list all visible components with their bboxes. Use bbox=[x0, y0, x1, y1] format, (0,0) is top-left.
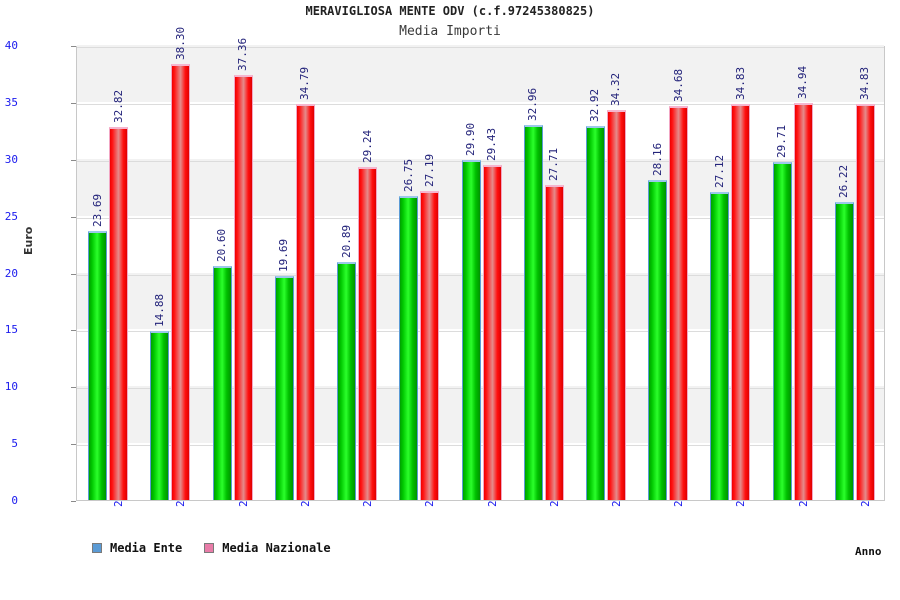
bar-media-nazionale-2022[interactable] bbox=[731, 103, 751, 500]
bar-media-ente-2013[interactable] bbox=[150, 330, 170, 500]
bar-media-ente-2015[interactable] bbox=[274, 276, 294, 500]
bar-media-nazionale-2017[interactable] bbox=[420, 190, 440, 500]
y-axis-tick-label: 15 bbox=[4, 323, 18, 337]
bar-value-label: 20.89 bbox=[339, 225, 353, 259]
bar-value-label: 14.88 bbox=[152, 293, 166, 327]
bar-value-label: 27.12 bbox=[712, 154, 726, 188]
bar-value-label: 34.83 bbox=[858, 66, 872, 100]
bar-value-label: 32.92 bbox=[588, 88, 602, 122]
plot-area: 23.69 32.82 14.88 38.30 20.60 37.36 19.69 34.79… bbox=[76, 27, 885, 501]
bar-value-label: 32.96 bbox=[526, 87, 540, 122]
legend-label-media-ente: Media Ente bbox=[110, 541, 183, 555]
bar-media-nazionale-2019[interactable] bbox=[544, 184, 564, 500]
bar-value-label: 29.90 bbox=[464, 122, 477, 156]
y-axis-tick-mark bbox=[71, 273, 76, 275]
y-axis-tick-label: 30 bbox=[4, 152, 18, 166]
gridline bbox=[77, 217, 884, 219]
chart-subtitle: Media Importi bbox=[399, 24, 501, 39]
bar-value-label: 37.36 bbox=[236, 37, 250, 72]
bar-value-label: 27.19 bbox=[422, 153, 436, 187]
bar-media-nazionale-2023[interactable] bbox=[793, 102, 813, 500]
legend-swatch-media-nazionale bbox=[204, 543, 215, 553]
bar-media-nazionale-2021[interactable] bbox=[669, 105, 689, 500]
y-axis-tick-label: 25 bbox=[4, 209, 18, 223]
bar-value-label: 38.30 bbox=[173, 27, 187, 61]
bar-value-label: 20.60 bbox=[215, 228, 229, 262]
bar-value-label: 32.82 bbox=[111, 89, 125, 123]
y-axis-tick-mark bbox=[71, 330, 76, 332]
background-band bbox=[77, 158, 884, 216]
bar-value-label: 29.43 bbox=[485, 128, 498, 162]
bar-value-label: 23.69 bbox=[90, 193, 104, 227]
y-axis-tick-label: 20 bbox=[4, 266, 18, 280]
bar-value-label: 34.32 bbox=[609, 72, 623, 106]
bar-value-label: 34.79 bbox=[298, 67, 312, 101]
bar-media-ente-2016[interactable] bbox=[337, 262, 357, 500]
y-axis-tick-mark bbox=[71, 46, 76, 47]
bar-value-label: 34.94 bbox=[796, 65, 810, 99]
y-axis-tick-label: 0 bbox=[11, 494, 18, 507]
bar-value-label: 29.71 bbox=[775, 124, 789, 159]
y-axis-tick-label: 40 bbox=[4, 39, 18, 52]
x-axis-label: Anno bbox=[855, 545, 882, 558]
legend-item-media-nazionale[interactable]: Media Nazionale bbox=[204, 541, 331, 555]
legend-swatch-media-ente bbox=[92, 543, 102, 553]
bar-media-ente-2022[interactable] bbox=[710, 191, 730, 500]
bar-media-ente-2017[interactable] bbox=[399, 195, 419, 500]
bar-media-nazionale-2018[interactable] bbox=[482, 165, 502, 500]
y-axis-tick-label: 35 bbox=[4, 95, 18, 109]
gridline bbox=[77, 274, 884, 276]
gridline bbox=[77, 47, 884, 48]
bar-media-nazionale-2013[interactable] bbox=[171, 64, 191, 500]
bar-value-label: 34.68 bbox=[671, 68, 685, 102]
y-axis-tick-mark bbox=[71, 444, 76, 446]
y-axis-tick-mark bbox=[71, 159, 76, 161]
legend-label-media-nazionale: Media Nazionale bbox=[222, 541, 331, 555]
bar-media-ente-2021[interactable] bbox=[648, 179, 668, 500]
bar-value-label: 26.75 bbox=[401, 158, 415, 192]
bar-media-nazionale-2015[interactable] bbox=[295, 104, 315, 500]
bar-media-ente-2023[interactable] bbox=[772, 162, 792, 500]
chart-title: MERAVIGLIOSA MENTE ODV (c.f.97245380825) bbox=[305, 4, 595, 18]
y-axis-tick-mark bbox=[71, 501, 76, 502]
legend-item-media-ente[interactable]: Media Ente bbox=[92, 541, 182, 555]
background-band bbox=[77, 45, 884, 102]
y-axis-tick-label: 5 bbox=[11, 437, 18, 451]
bar-media-nazionale-2024[interactable] bbox=[855, 103, 875, 500]
bar-value-label: 28.16 bbox=[650, 142, 664, 176]
gridline bbox=[77, 388, 884, 390]
bar-value-label: 19.69 bbox=[277, 238, 291, 273]
bar-media-nazionale-2014[interactable] bbox=[233, 75, 253, 500]
bar-value-label: 26.22 bbox=[837, 164, 851, 198]
y-axis-label: Euro bbox=[22, 226, 35, 255]
background-band bbox=[77, 272, 884, 330]
bar-value-label: 27.71 bbox=[547, 147, 561, 181]
bar-media-nazionale-2012[interactable] bbox=[109, 126, 129, 500]
y-axis-tick-label: 10 bbox=[4, 380, 18, 394]
gridline bbox=[77, 331, 884, 333]
y-axis-tick-mark bbox=[71, 387, 76, 389]
bar-media-ente-2014[interactable] bbox=[212, 265, 232, 500]
bar-media-ente-2024[interactable] bbox=[834, 201, 854, 500]
chart-legend: Media Ente Media Nazionale bbox=[92, 541, 331, 555]
y-axis-tick-mark bbox=[71, 216, 76, 218]
bar-value-label: 29.24 bbox=[360, 130, 374, 164]
bar-media-ente-2012[interactable] bbox=[88, 230, 108, 500]
bar-media-nazionale-2020[interactable] bbox=[606, 109, 626, 500]
bar-value-label: 34.83 bbox=[733, 66, 747, 100]
bar-media-ente-2020[interactable] bbox=[585, 125, 605, 500]
bar-media-ente-2019[interactable] bbox=[523, 125, 543, 500]
gridline bbox=[77, 103, 884, 105]
bar-media-ente-2018[interactable] bbox=[461, 159, 481, 500]
gridline bbox=[77, 160, 884, 162]
y-axis-tick-mark bbox=[71, 102, 76, 104]
background-band bbox=[77, 386, 884, 444]
bar-media-nazionale-2016[interactable] bbox=[358, 167, 378, 500]
gridline bbox=[77, 445, 884, 447]
